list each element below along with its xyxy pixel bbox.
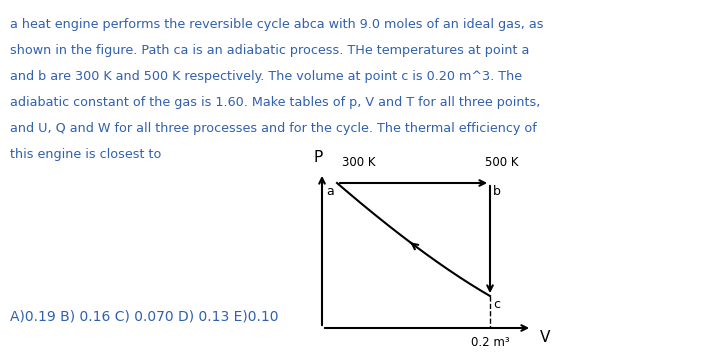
Text: and U, Q and W for all three processes and for the cycle. The thermal efficiency: and U, Q and W for all three processes a…: [10, 122, 537, 135]
Text: P: P: [314, 150, 323, 165]
Text: adiabatic constant of the gas is 1.60. Make tables of p, V and T for all three p: adiabatic constant of the gas is 1.60. M…: [10, 96, 540, 109]
Text: 0.2 m³: 0.2 m³: [471, 336, 509, 349]
Text: and b are 300 K and 500 K respectively. The volume at point c is 0.20 m^3. The: and b are 300 K and 500 K respectively. …: [10, 70, 522, 83]
Text: V: V: [540, 330, 551, 345]
Text: 500 K: 500 K: [485, 156, 518, 169]
Text: A)0.19 B) 0.16 C) 0.070 D) 0.13 E)0.10: A)0.19 B) 0.16 C) 0.070 D) 0.13 E)0.10: [10, 310, 278, 324]
Text: b: b: [493, 185, 501, 198]
Text: this engine is closest to: this engine is closest to: [10, 148, 161, 161]
Text: c: c: [493, 298, 500, 311]
Text: a heat engine performs the reversible cycle abca with 9.0 moles of an ideal gas,: a heat engine performs the reversible cy…: [10, 18, 544, 31]
Text: a: a: [326, 185, 334, 198]
Text: shown in the figure. Path ca is an adiabatic process. THe temperatures at point : shown in the figure. Path ca is an adiab…: [10, 44, 529, 57]
Text: 300 K: 300 K: [342, 156, 376, 169]
